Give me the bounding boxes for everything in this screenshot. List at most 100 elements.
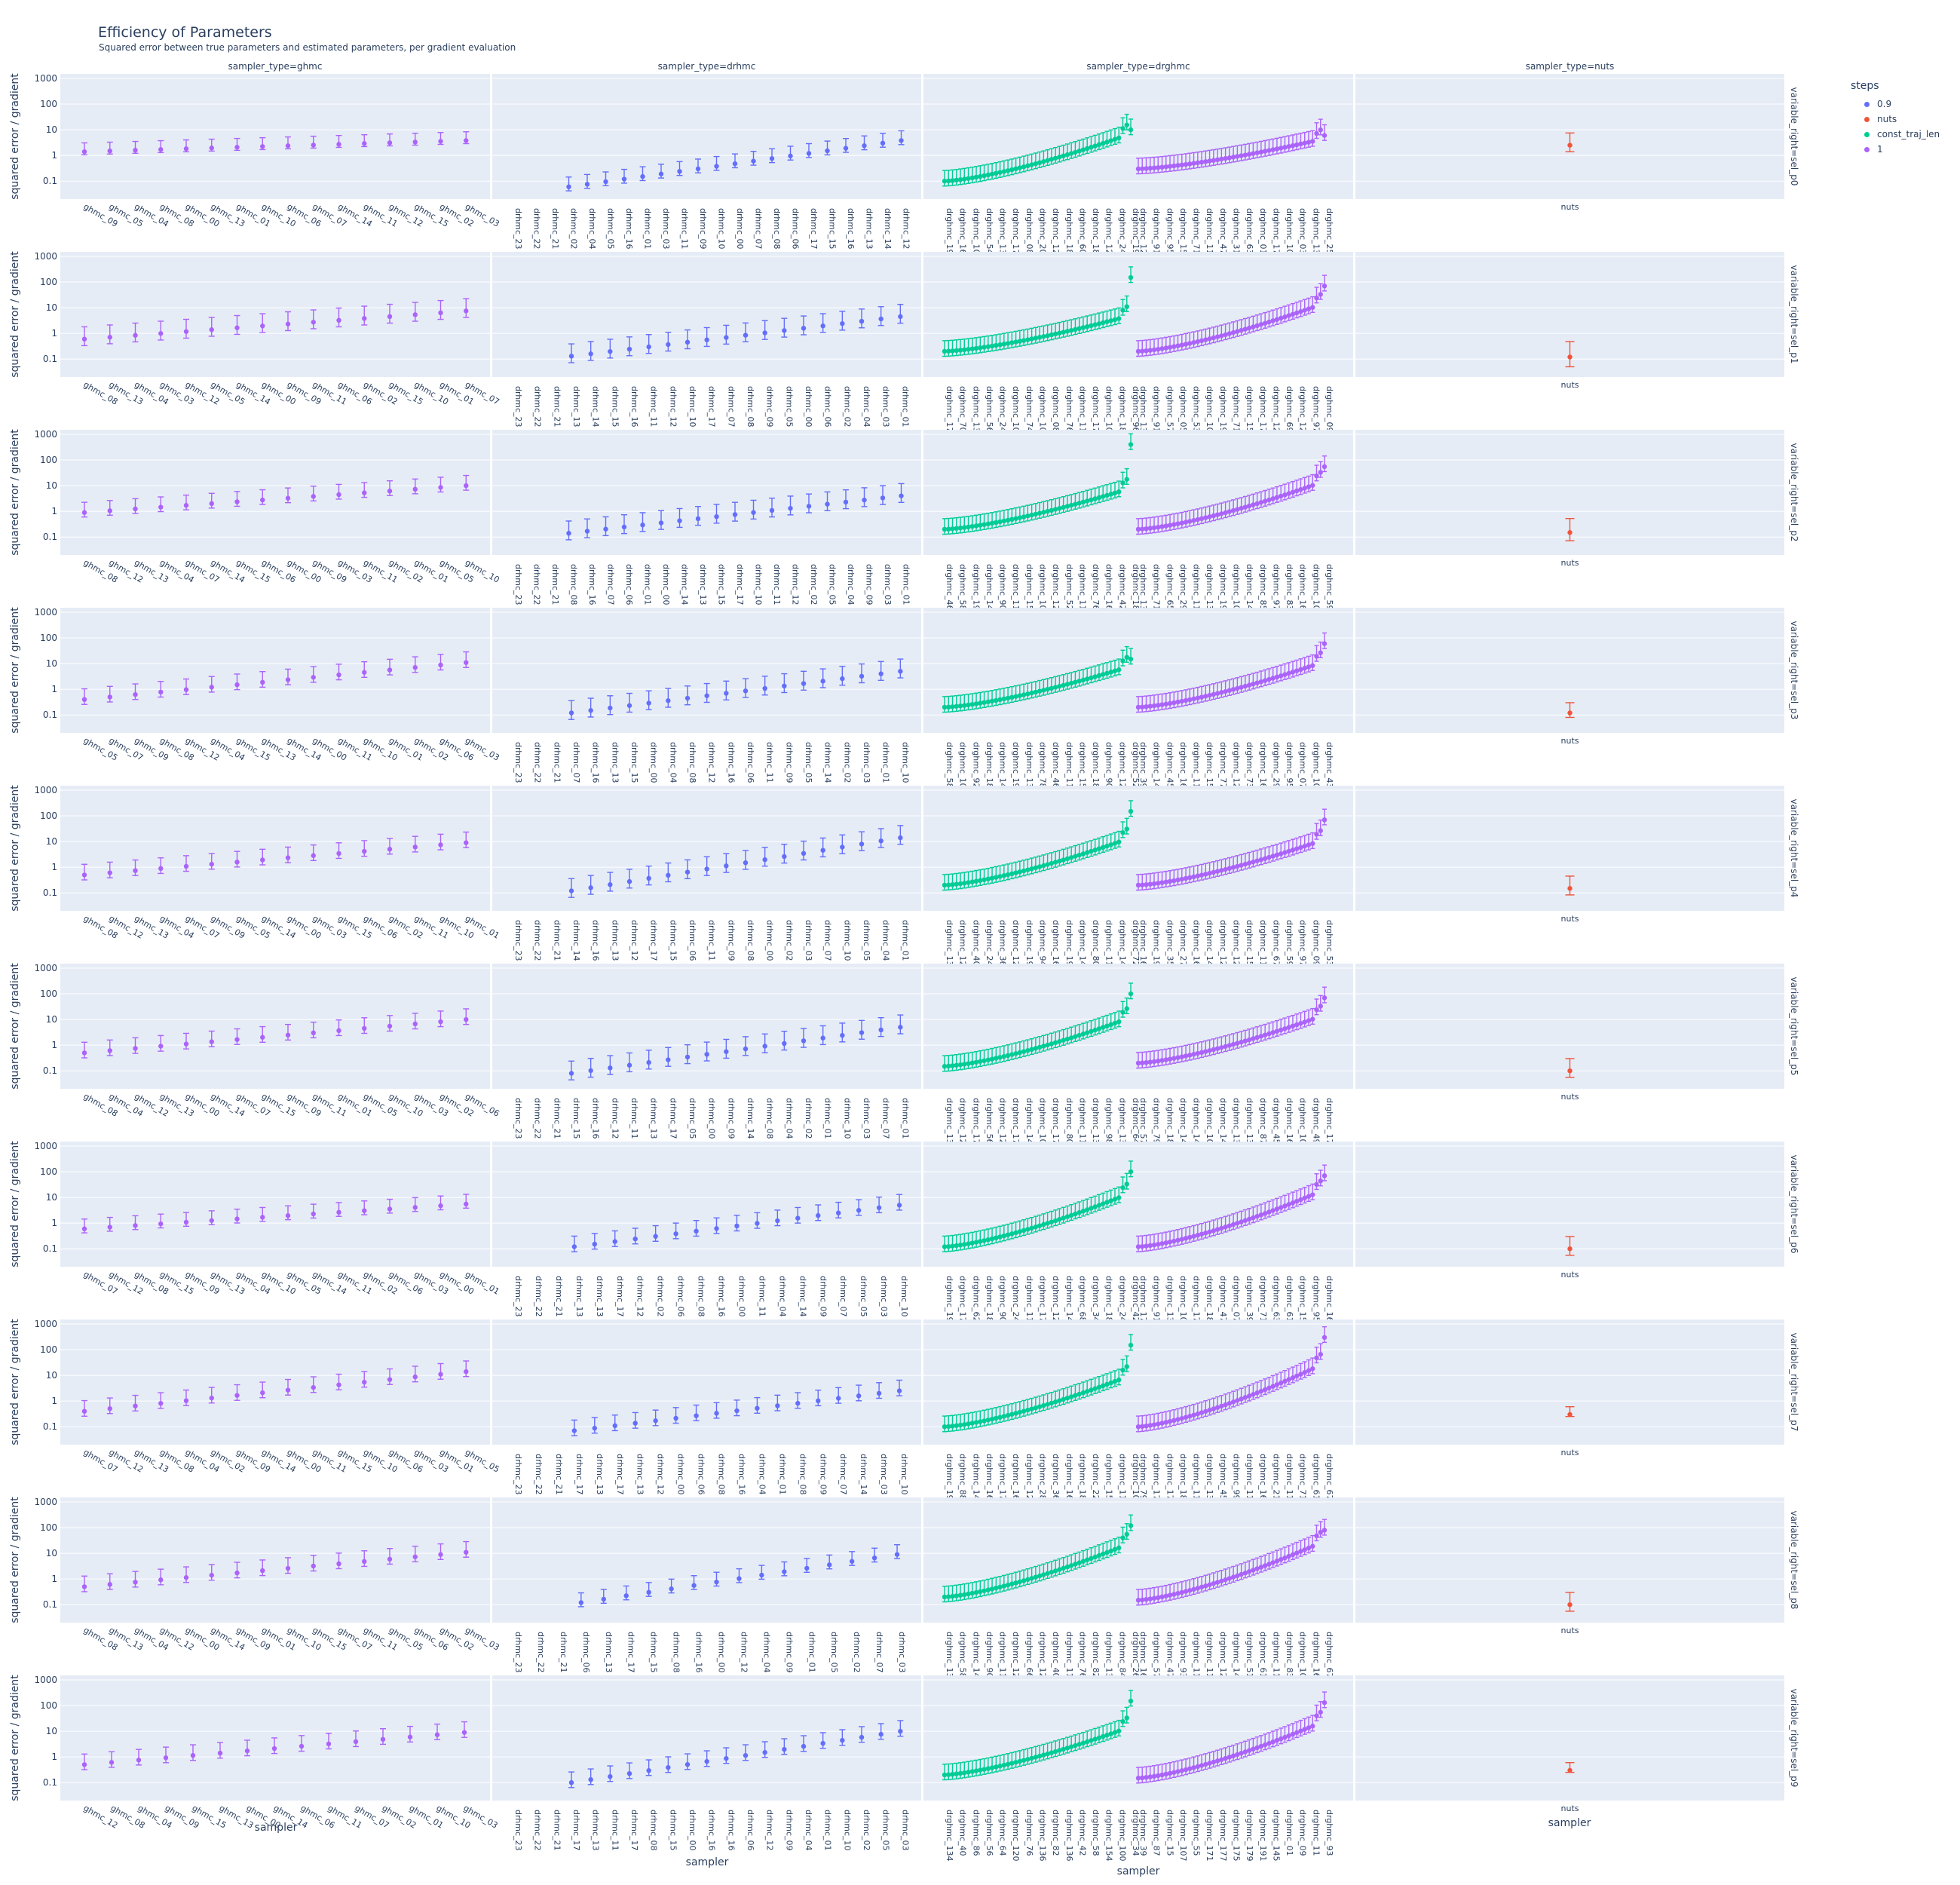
- data-point: [1282, 672, 1288, 677]
- data-point: [795, 1400, 801, 1406]
- data-point: [989, 171, 995, 177]
- x-tick-label: drghmc_130: [1117, 1098, 1127, 1150]
- data-point: [1282, 145, 1288, 150]
- x-tick-label: drhmc_23: [513, 1276, 523, 1317]
- x-tick-label: drhmc_00: [804, 386, 813, 428]
- data-point: [1092, 1027, 1098, 1033]
- x-tick-label: nuts: [1561, 1092, 1579, 1102]
- x-tick-label: drhmc_00: [707, 1098, 717, 1139]
- x-tick-label: drhmc_14: [883, 208, 893, 250]
- data-point: [1207, 1407, 1212, 1413]
- data-point: [1128, 127, 1134, 133]
- data-point: [107, 148, 112, 154]
- x-tick-label: drhmc_17: [615, 1276, 625, 1317]
- data-point: [158, 1400, 164, 1406]
- data-point: [1101, 672, 1106, 677]
- data-point: [1302, 486, 1307, 491]
- data-point: [1294, 668, 1300, 673]
- data-point: [816, 1398, 821, 1404]
- x-tick-label: drghmc_173: [1138, 1276, 1148, 1328]
- data-point: [1068, 327, 1074, 333]
- data-point: [1294, 1022, 1300, 1028]
- x-tick-label: drghmc_188: [1064, 208, 1074, 260]
- x-tick-label: drghmc_09: [1325, 386, 1334, 433]
- data-point: [464, 308, 469, 314]
- data-point: [973, 345, 979, 351]
- x-tick-label: drhmc_04: [587, 208, 597, 250]
- data-point: [362, 1025, 367, 1031]
- x-tick-label: drhmc_00: [661, 564, 671, 605]
- data-point: [1219, 511, 1224, 516]
- data-point: [1045, 158, 1050, 163]
- x-tick-label: drghmc_73: [1245, 742, 1254, 789]
- data-point: [260, 144, 265, 149]
- data-point: [1120, 1010, 1125, 1015]
- x-tick-label: drghmc_138: [971, 386, 981, 438]
- data-point: [1270, 1384, 1276, 1389]
- data-point: [1235, 329, 1240, 334]
- facet-panel: [60, 964, 490, 1089]
- data-point: [1076, 852, 1082, 858]
- x-tick-label: drghmc_45: [1165, 742, 1174, 789]
- data-point: [1041, 688, 1046, 693]
- data-point: [714, 1411, 719, 1416]
- data-point: [1266, 148, 1272, 153]
- data-point: [107, 1048, 112, 1053]
- x-tick-label: drghmc_191: [1131, 208, 1141, 260]
- data-point: [801, 326, 807, 331]
- data-point: [1294, 846, 1300, 851]
- data-point: [1274, 495, 1280, 500]
- data-point: [1017, 1409, 1023, 1415]
- data-point: [1171, 1238, 1177, 1244]
- data-point: [1235, 1398, 1240, 1403]
- data-point: [989, 343, 995, 349]
- data-point: [1183, 520, 1189, 525]
- data-point: [704, 866, 709, 872]
- data-point: [1017, 869, 1023, 875]
- data-point: [584, 182, 590, 187]
- data-point: [950, 1063, 955, 1068]
- x-tick-label: drghmc_76: [1064, 386, 1074, 433]
- data-point: [1041, 159, 1046, 164]
- data-point: [1140, 166, 1145, 171]
- x-tick-label: drhmc_15: [571, 1098, 581, 1139]
- data-point: [978, 173, 983, 179]
- data-point: [1251, 1036, 1256, 1041]
- data-point: [1064, 856, 1070, 862]
- data-point: [336, 317, 341, 323]
- data-point: [1021, 164, 1027, 170]
- x-tick-label: drhmc_13: [610, 742, 620, 783]
- data-point: [1092, 1386, 1098, 1391]
- data-point: [1258, 500, 1264, 505]
- data-point: [1262, 320, 1268, 326]
- data-point: [1147, 348, 1153, 353]
- data-point: [1567, 710, 1573, 716]
- data-point: [1306, 484, 1312, 489]
- x-tick-label: drhmc_11: [772, 564, 782, 605]
- x-tick-label: nuts: [1561, 380, 1579, 390]
- data-point: [336, 851, 341, 857]
- y-tick-label: 10: [46, 1192, 57, 1203]
- data-point: [1239, 505, 1244, 511]
- x-tick-label: drhmc_08: [746, 386, 755, 428]
- data-point: [1298, 141, 1303, 147]
- data-point: [966, 1241, 971, 1246]
- x-tick-label: drghmc_109: [1232, 564, 1242, 616]
- x-tick-label: drhmc_07: [823, 920, 833, 961]
- data-point: [1037, 864, 1043, 869]
- data-point: [1089, 848, 1094, 854]
- y-tick-label: 10: [46, 1014, 57, 1025]
- data-point: [1290, 311, 1296, 317]
- data-point: [1223, 510, 1228, 516]
- x-tick-label: drhmc_08: [765, 1098, 775, 1139]
- x-tick-label: drhmc_02: [809, 564, 819, 605]
- data-point: [1101, 1201, 1106, 1206]
- facet-panel: [60, 74, 490, 199]
- x-tick-label: drhmc_01: [823, 1098, 833, 1139]
- data-point: [677, 169, 682, 174]
- x-tick-label: drghmc_147: [1178, 1098, 1188, 1150]
- data-point: [840, 844, 845, 850]
- x-tick-label: nuts: [1561, 1270, 1579, 1280]
- data-point: [994, 1235, 999, 1240]
- x-tick-label: drghmc_127: [1298, 386, 1308, 438]
